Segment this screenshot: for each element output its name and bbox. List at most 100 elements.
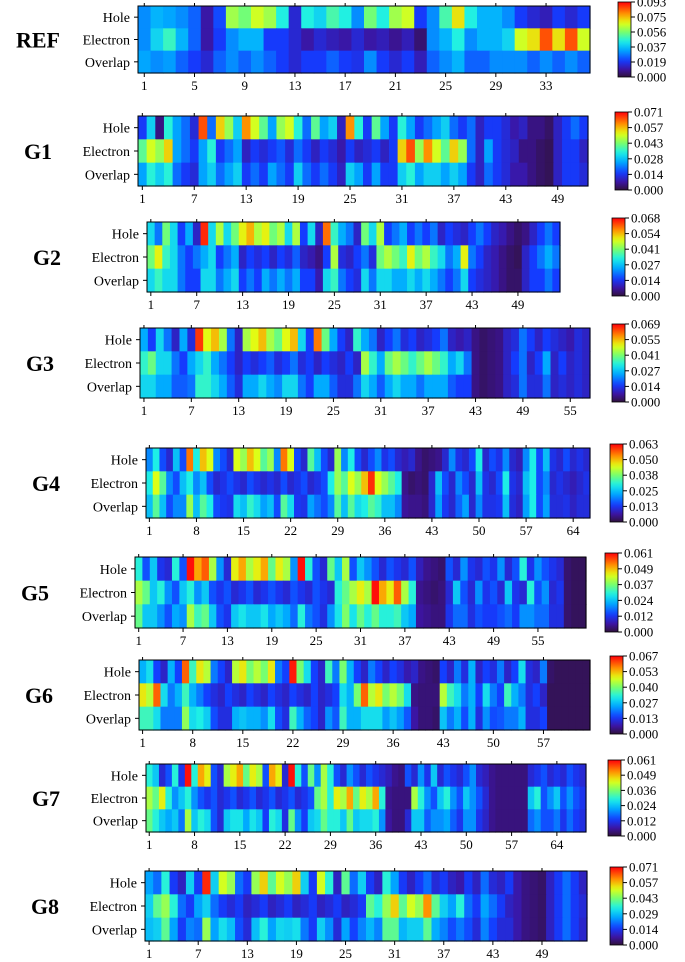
heatmap-cell [192, 268, 202, 293]
heatmap-cell [391, 786, 399, 810]
heatmap-cell [317, 660, 326, 684]
heatmap-cell [539, 50, 553, 74]
heatmap-cell [562, 162, 572, 187]
heatmap-cell [443, 809, 451, 833]
colorbar [611, 323, 626, 403]
heatmap-cell [177, 894, 187, 919]
heatmap-cell [313, 328, 323, 352]
heatmap-cell [489, 471, 497, 496]
heatmap-cell [414, 28, 428, 52]
x-tick-label: 43 [437, 735, 450, 750]
x-tick-label: 22 [284, 523, 297, 538]
heatmap-cell [366, 871, 375, 895]
heatmap-cell [138, 28, 152, 52]
heatmap-cell [527, 6, 541, 29]
heatmap-cell [392, 351, 402, 376]
heatmap-cell [246, 471, 255, 496]
heatmap-cell [489, 448, 497, 472]
heatmap-cell [155, 328, 165, 352]
heatmap-cell [181, 139, 191, 164]
colorbar-label: 0.014 [629, 922, 659, 937]
colorbar [609, 655, 624, 735]
heatmap-cell [195, 351, 204, 376]
heatmap-cell [430, 809, 438, 833]
heatmap-cell [445, 580, 454, 605]
heatmap-cell [187, 374, 196, 399]
colorbar [609, 443, 624, 523]
heatmap-cell [475, 683, 484, 708]
heatmap-cell [468, 222, 477, 246]
heatmap-cell [381, 448, 389, 472]
heatmap-cell [483, 245, 492, 270]
heatmap-cell [284, 245, 293, 270]
heatmap-cell [570, 139, 580, 164]
heatmap-cell [181, 116, 191, 140]
x-tick-label: 57 [505, 837, 519, 852]
heatmap-cell [563, 557, 572, 582]
heatmap-cell [364, 6, 378, 29]
heatmap-cell [408, 557, 417, 582]
heatmap-cell [519, 557, 528, 582]
colorbar-label: 0.028 [634, 151, 663, 166]
x-tick-label: 25 [339, 946, 352, 961]
heatmap-cell [202, 894, 212, 919]
heatmap-cell [166, 471, 174, 496]
heatmap-cell [345, 162, 355, 187]
heatmap-cell [346, 809, 354, 833]
heatmap-cell [518, 374, 528, 399]
heatmap-cell [328, 162, 338, 187]
heatmap-cell [432, 328, 441, 352]
colorbar [617, 1, 632, 78]
heatmap-cell [142, 604, 151, 629]
heatmap-cell [467, 557, 476, 582]
heatmap-cell [512, 604, 521, 629]
colorbar-label: 0.029 [629, 906, 658, 921]
heatmap-cell [179, 604, 188, 629]
heatmap-cell [202, 917, 212, 942]
heatmap-cell [282, 683, 290, 708]
heatmap-cell [562, 139, 572, 164]
heatmap-cell [179, 448, 187, 472]
heatmap-cell [456, 809, 464, 833]
heatmap-cell [438, 580, 447, 605]
heatmap-cell [363, 139, 373, 164]
heatmap-cell [251, 50, 265, 74]
heatmap-cell [466, 139, 477, 164]
heatmap-cell [262, 809, 270, 833]
heatmap-cell [508, 764, 516, 788]
heatmap-cell [468, 706, 477, 731]
heatmap-cell [366, 894, 375, 919]
heatmap-cell [361, 448, 369, 472]
heatmap-cell [378, 580, 387, 605]
heatmap-cell [325, 660, 333, 684]
heatmap-cell [268, 604, 277, 629]
heatmap-cell [453, 706, 462, 731]
colorbar-label: 0.000 [637, 70, 666, 85]
heatmap-cell [185, 245, 194, 270]
heatmap-cell [294, 448, 302, 472]
heatmap-cell [514, 50, 528, 74]
heatmap-cell [578, 557, 587, 582]
heatmap-cell [488, 894, 498, 919]
heatmap-cell [368, 328, 378, 352]
heatmap-cell [305, 374, 315, 399]
heatmap-cell [372, 809, 380, 833]
heatmap-cell [447, 374, 457, 399]
heatmap-cell [188, 50, 202, 74]
heatmap-cell [307, 268, 316, 293]
heatmap-cell [461, 660, 469, 684]
heatmap-cell [163, 50, 177, 74]
colorbar-label: 0.000 [631, 395, 660, 410]
heatmap-cell [468, 494, 477, 519]
heatmap-cell [475, 471, 483, 496]
heatmap-cell [142, 557, 151, 582]
heatmap-cell [582, 328, 591, 352]
heatmap-cell [368, 494, 376, 519]
heatmap-cell [226, 374, 236, 399]
heatmap-cell [346, 786, 354, 810]
heatmap-cell [167, 683, 176, 708]
heatmap-cell [276, 116, 286, 140]
heatmap-cell [188, 6, 202, 29]
heatmap-cell [290, 604, 299, 629]
heatmap-cell [261, 245, 270, 270]
